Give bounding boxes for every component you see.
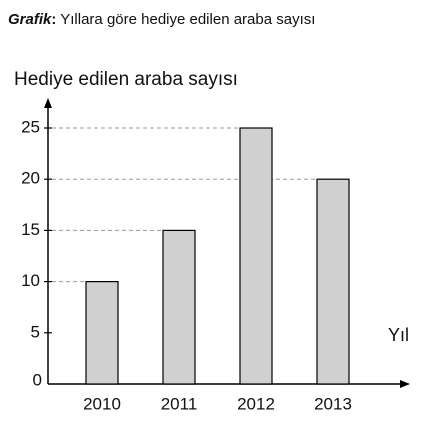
- y-tick-label: 20: [21, 169, 40, 188]
- y-tick-label: 5: [31, 322, 40, 341]
- x-tick-label: 2012: [237, 394, 275, 413]
- x-tick-label: 2013: [314, 394, 352, 413]
- y-tick-label: 0: [33, 370, 42, 389]
- y-tick-label: 10: [21, 271, 40, 290]
- x-axis-arrow: [400, 380, 410, 388]
- x-tick-label: 2010: [83, 394, 121, 413]
- bar: [162, 229, 196, 385]
- y-axis-arrow: [44, 98, 52, 108]
- title-lead: Grafik: [8, 11, 52, 28]
- title-colon: :: [51, 11, 56, 28]
- y-tick-label: 25: [21, 117, 40, 136]
- y-axis-label: Hediye edilen araba sayısı: [14, 69, 238, 90]
- bar: [239, 127, 273, 385]
- y-tick-label: 15: [21, 220, 40, 239]
- title-text: Yıllara göre hediye edilen araba sayısı: [56, 11, 315, 28]
- bar: [316, 178, 350, 385]
- x-tick-label: 2011: [161, 394, 198, 413]
- x-axis-label: Yıl: [388, 325, 409, 345]
- chart-title: Grafik: Yıllara göre hediye edilen araba…: [8, 11, 315, 28]
- bar: [85, 281, 119, 385]
